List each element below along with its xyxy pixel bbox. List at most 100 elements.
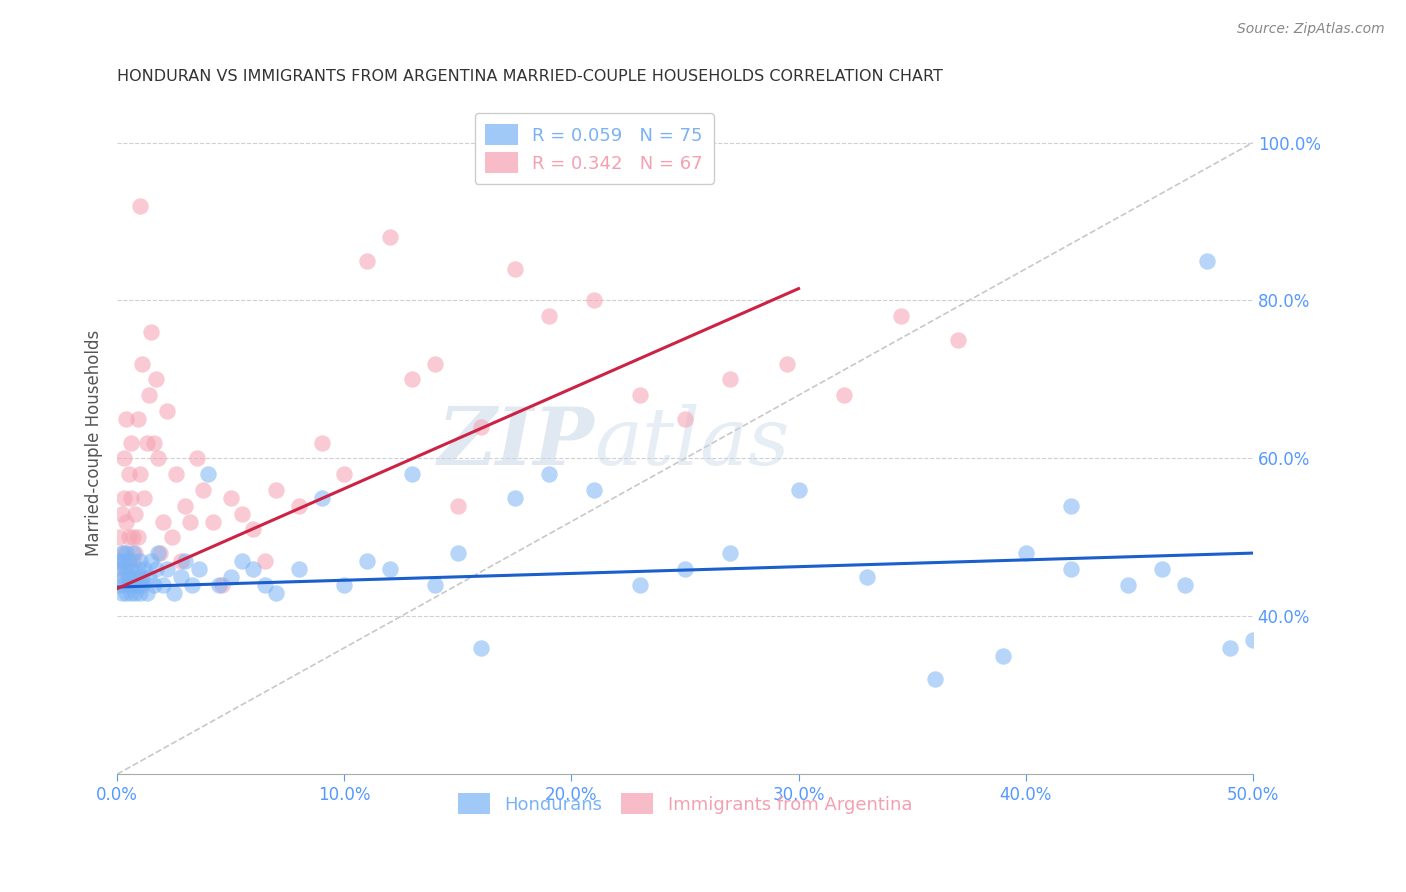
Point <box>179 515 201 529</box>
Point <box>378 562 401 576</box>
Point <box>1174 577 1197 591</box>
Point <box>832 388 855 402</box>
Point <box>447 499 470 513</box>
Point <box>127 562 149 576</box>
Point <box>253 577 276 591</box>
Point <box>138 388 160 402</box>
Point <box>231 507 253 521</box>
Text: atlas: atlas <box>595 404 790 482</box>
Point <box>122 577 145 591</box>
Point <box>219 491 242 505</box>
Point <box>152 515 174 529</box>
Point <box>138 570 160 584</box>
Point <box>115 515 138 529</box>
Point <box>141 554 163 568</box>
Point <box>855 570 877 584</box>
Point <box>401 372 423 386</box>
Point <box>115 585 138 599</box>
Point <box>117 530 139 544</box>
Point <box>1197 254 1219 268</box>
Point <box>924 673 946 687</box>
Point <box>134 562 156 576</box>
Point <box>628 577 651 591</box>
Point <box>129 585 152 599</box>
Point <box>156 562 179 576</box>
Point <box>503 261 526 276</box>
Point <box>288 562 311 576</box>
Point <box>111 585 134 599</box>
Point <box>141 325 163 339</box>
Point <box>156 404 179 418</box>
Point <box>356 254 378 268</box>
Point <box>145 372 167 386</box>
Text: Source: ZipAtlas.com: Source: ZipAtlas.com <box>1237 22 1385 37</box>
Point <box>673 412 696 426</box>
Point <box>1219 640 1241 655</box>
Point <box>1241 632 1264 647</box>
Point <box>134 491 156 505</box>
Point <box>108 530 131 544</box>
Legend: Hondurans, Immigrants from Argentina: Hondurans, Immigrants from Argentina <box>450 786 920 822</box>
Point <box>112 577 135 591</box>
Point <box>112 554 135 568</box>
Point <box>583 293 606 308</box>
Point <box>108 554 131 568</box>
Point <box>124 585 146 599</box>
Point <box>628 388 651 402</box>
Point <box>163 585 186 599</box>
Point <box>311 435 333 450</box>
Point <box>131 570 153 584</box>
Point <box>787 483 810 497</box>
Point <box>1015 546 1038 560</box>
Point <box>174 499 197 513</box>
Point <box>112 451 135 466</box>
Point <box>117 577 139 591</box>
Point <box>127 530 149 544</box>
Point <box>108 577 131 591</box>
Point <box>946 333 969 347</box>
Point <box>124 570 146 584</box>
Point <box>115 412 138 426</box>
Point <box>131 357 153 371</box>
Point <box>378 230 401 244</box>
Point <box>673 562 696 576</box>
Point <box>122 530 145 544</box>
Point <box>165 467 187 482</box>
Point <box>201 515 224 529</box>
Point <box>1060 499 1083 513</box>
Text: HONDURAN VS IMMIGRANTS FROM ARGENTINA MARRIED-COUPLE HOUSEHOLDS CORRELATION CHAR: HONDURAN VS IMMIGRANTS FROM ARGENTINA MA… <box>117 70 943 85</box>
Point <box>152 577 174 591</box>
Point <box>188 562 211 576</box>
Point <box>1116 577 1139 591</box>
Point <box>208 577 231 591</box>
Point <box>111 554 134 568</box>
Text: ZIP: ZIP <box>437 404 595 482</box>
Point <box>117 467 139 482</box>
Point <box>776 357 799 371</box>
Point <box>991 648 1014 663</box>
Y-axis label: Married-couple Households: Married-couple Households <box>86 329 103 556</box>
Point <box>253 554 276 568</box>
Point <box>127 577 149 591</box>
Point <box>170 570 193 584</box>
Point <box>537 467 560 482</box>
Point <box>470 640 492 655</box>
Point <box>242 562 264 576</box>
Point <box>242 522 264 536</box>
Point <box>333 467 356 482</box>
Point <box>135 435 157 450</box>
Point <box>174 554 197 568</box>
Point <box>537 310 560 324</box>
Point <box>503 491 526 505</box>
Point <box>231 554 253 568</box>
Point <box>131 577 153 591</box>
Point <box>1150 562 1173 576</box>
Point <box>181 577 204 591</box>
Point <box>219 570 242 584</box>
Point <box>264 483 287 497</box>
Point <box>115 562 138 576</box>
Point <box>129 570 152 584</box>
Point <box>311 491 333 505</box>
Point <box>193 483 215 497</box>
Point <box>122 554 145 568</box>
